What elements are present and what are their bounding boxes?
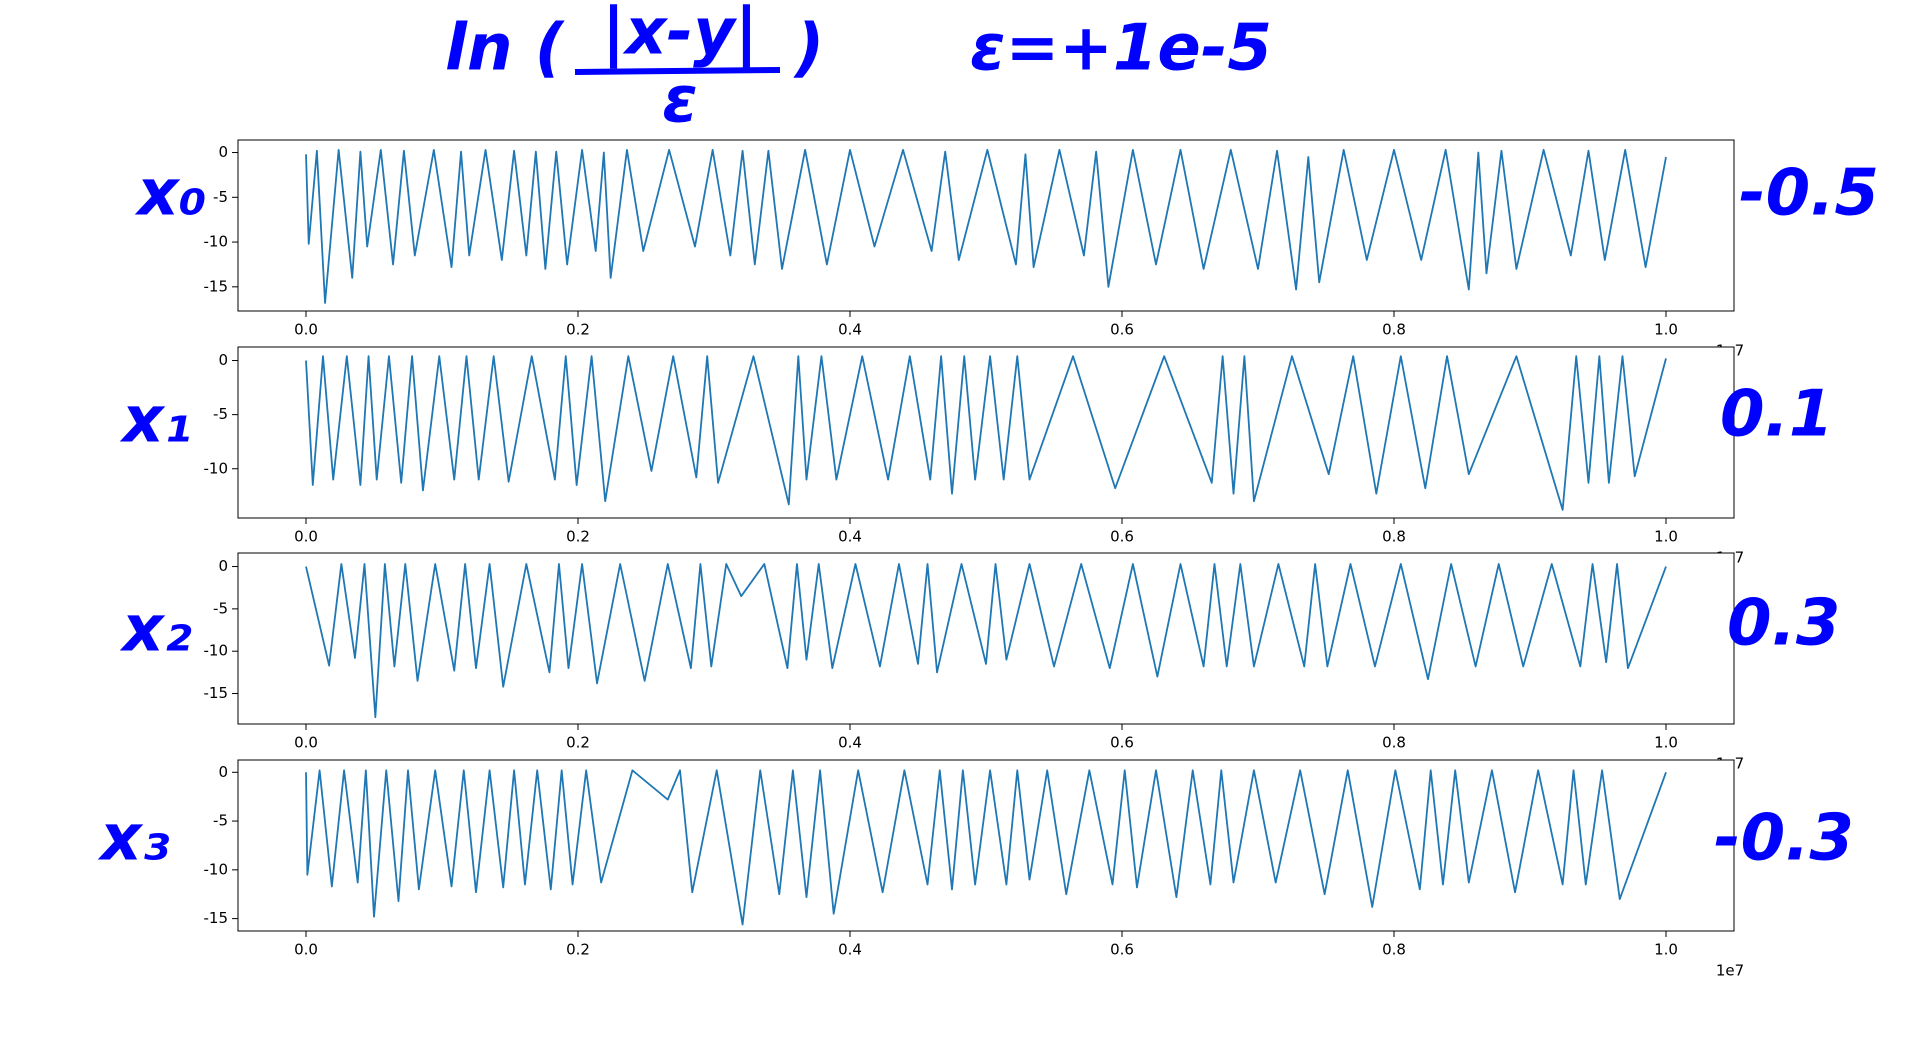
initial-value-note: 0.1 (1720, 378, 1833, 452)
x-tick-label: 0.2 (566, 321, 590, 339)
x-tick-label: 1.0 (1654, 321, 1678, 339)
y-tick-label: 0 (218, 557, 228, 575)
y-tick-label: -15 (204, 684, 229, 702)
x-tick-label: 0.0 (294, 528, 318, 546)
variable-label: x₀ (134, 157, 206, 231)
x-tick-label: 0.2 (566, 528, 590, 546)
x-scale-label: 1e7 (1716, 962, 1744, 980)
x-tick-label: 0.6 (1110, 941, 1134, 959)
y-tick-label: 0 (218, 143, 228, 161)
initial-value-note: -0.3 (1714, 802, 1854, 876)
y-tick-label: -10 (204, 860, 229, 878)
x-tick-label: 0.0 (294, 734, 318, 752)
y-tick-label: -5 (213, 599, 228, 617)
y-tick-label: -10 (204, 233, 229, 251)
axes-frame (237, 759, 1735, 932)
axes-background (238, 553, 1734, 724)
x-tick-label: 0.2 (566, 941, 590, 959)
y-tick-label: -10 (204, 642, 229, 660)
y-tick-label: -15 (204, 277, 229, 295)
x-tick-label: 0.6 (1110, 528, 1134, 546)
formula-numerator: |x-y| (602, 0, 758, 70)
x-tick-label: 0.6 (1110, 734, 1134, 752)
formula-denominator: ε (662, 64, 698, 138)
x-tick-label: 0.8 (1382, 528, 1406, 546)
axes-frame (237, 139, 1735, 312)
x-tick-label: 0.8 (1382, 321, 1406, 339)
x-tick-label: 0.0 (294, 321, 318, 339)
x-tick-label: 0.4 (838, 321, 862, 339)
x-tick-label: 0.0 (294, 941, 318, 959)
x-tick-label: 0.2 (566, 734, 590, 752)
y-tick-label: -5 (213, 188, 228, 206)
variable-label: x₁ (119, 384, 191, 458)
x-tick-label: 0.8 (1382, 941, 1406, 959)
epsilon-note: ε=+1e-5 (970, 12, 1272, 86)
data-line (305, 769, 1667, 926)
y-tick-label: 0 (218, 351, 228, 369)
y-tick-label: -5 (213, 812, 228, 830)
y-tick-label: -5 (213, 405, 228, 423)
variable-label: x₂ (119, 593, 191, 667)
initial-value-note: 0.3 (1727, 587, 1840, 661)
x-tick-label: 1.0 (1654, 941, 1678, 959)
data-line (305, 148, 1667, 304)
initial-value-note: -0.5 (1739, 157, 1879, 231)
formula-prefix: ln ( (445, 12, 565, 86)
x-tick-label: 0.8 (1382, 734, 1406, 752)
variable-label: x₃ (97, 802, 169, 876)
y-tick-label: -10 (204, 459, 229, 477)
axes-frame (237, 552, 1735, 725)
axes-frame (237, 346, 1735, 519)
x-tick-label: 0.4 (838, 734, 862, 752)
axes-background (238, 140, 1734, 311)
x-tick-label: 0.6 (1110, 321, 1134, 339)
y-tick-label: -15 (204, 909, 229, 927)
x-tick-label: 0.4 (838, 941, 862, 959)
data-line (305, 563, 1667, 719)
x-tick-label: 0.4 (838, 528, 862, 546)
x-tick-label: 1.0 (1654, 528, 1678, 546)
x-tick-label: 1.0 (1654, 734, 1678, 752)
formula-suffix: ) (793, 12, 824, 86)
data-line (305, 355, 1667, 511)
fraction-bar (574, 67, 781, 75)
y-tick-label: 0 (218, 763, 228, 781)
